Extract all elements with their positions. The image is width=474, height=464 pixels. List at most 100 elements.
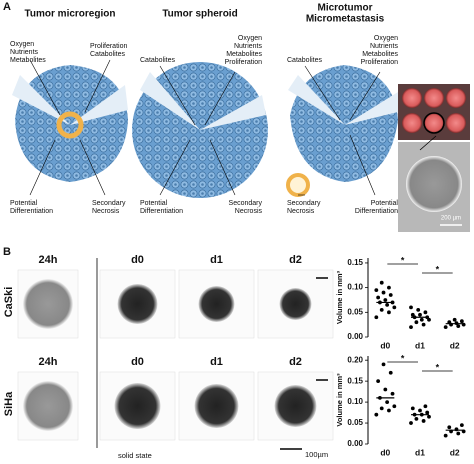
micrographs [17,258,334,448]
spheroid [23,381,73,431]
scale-bar-label: 200 µm [441,216,461,222]
data-point [418,408,422,413]
annotation: Secondary [287,200,321,207]
data-point [452,317,457,322]
annotation: Oxygen [374,35,398,42]
axis-title: Volume in mm³ [335,373,344,427]
annotation: Metabolites [362,51,398,58]
spheroid [279,288,312,320]
data-point [385,303,390,307]
column-label: d1 [210,356,223,368]
data-point [392,305,397,310]
data-point [387,408,391,413]
data-point [459,319,464,324]
data-point [447,425,452,430]
leader-line [209,139,236,196]
leader-line [349,71,381,121]
annotation: Necrosis [287,208,315,215]
data-point [387,285,391,290]
annotation: Catabolites [287,57,323,64]
data-point [392,404,397,409]
y-tick-label: 0.10 [347,283,363,292]
illustrations: 200 µm [12,62,470,232]
leader-line [349,134,376,196]
model-title: Tumor microregion [25,9,116,20]
model-title: Microtumor [318,3,373,14]
data-point [379,307,384,312]
y-tick-label: 0.00 [347,439,363,448]
y-tick-label: 0.15 [347,376,363,385]
column-label: d0 [131,254,144,266]
leader-line [304,65,341,121]
data-point [385,400,390,404]
spheroid [194,384,239,428]
annotation: Necrosis [92,208,120,215]
annotation: Proliferation [90,43,127,50]
data-point [423,310,428,315]
significance-label: * [401,255,405,265]
annotation: Nutrients [10,49,39,56]
tumor-microregion [15,65,128,182]
annotation: Differentiation [10,208,53,215]
axis-title: Volume in mm³ [335,270,344,324]
data-point [388,370,393,375]
data-point [443,433,448,438]
spheroid [23,279,73,329]
data-point [459,423,464,428]
data-point [381,362,386,367]
annotation: Proliferation [225,59,262,66]
column-label: d2 [289,356,302,368]
annotation: Proliferation [361,59,398,66]
column-label: d0 [131,356,144,368]
annotation: Metabolites [10,57,46,64]
vessel [56,111,84,139]
data-point [388,293,393,297]
annotation: Necrosis [235,208,263,215]
data-point [427,414,431,419]
data-point [390,391,395,396]
data-point [414,416,419,421]
annotation: Nutrients [234,43,263,50]
y-tick-label: 0.20 [347,355,363,364]
scale-bar-label: 100µm [305,450,328,459]
data-point [425,410,430,415]
data-point [410,312,415,317]
significance-label: * [436,362,440,372]
data-point [416,307,421,312]
data-point [379,280,384,285]
spheroid [274,385,317,427]
data-point [409,325,413,330]
annotation: Secondary [229,200,263,207]
data-point [383,298,388,302]
data-point [419,317,424,322]
footer: solid state [118,451,152,460]
spheroid [406,156,462,212]
y-tick-label: 0.00 [347,332,363,341]
data-point [374,412,379,417]
model-title: Tumor spheroid [162,9,237,20]
data-point [376,295,381,300]
data-point [381,290,386,295]
annotation: Potential [371,200,399,207]
cut [140,72,266,130]
data-point [374,288,379,292]
data-point [409,305,413,310]
x-tick-label: d0 [380,447,390,457]
y-tick-label: 0.05 [347,418,363,427]
data-point [443,325,448,330]
column-label: 24h [39,356,58,368]
y-tick-label: 0.05 [347,307,363,316]
data-point [409,421,413,425]
data-point [456,324,461,329]
microtumor [290,65,398,182]
data-point [376,379,381,384]
column-label: d1 [210,254,223,266]
data-point [387,310,391,315]
spheroid [114,383,161,429]
leader-line [159,139,191,196]
data-point [379,406,384,411]
x-tick-label: d2 [450,447,460,457]
row-label: CaSki [3,287,15,318]
y-tick-label: 0.15 [347,258,363,267]
